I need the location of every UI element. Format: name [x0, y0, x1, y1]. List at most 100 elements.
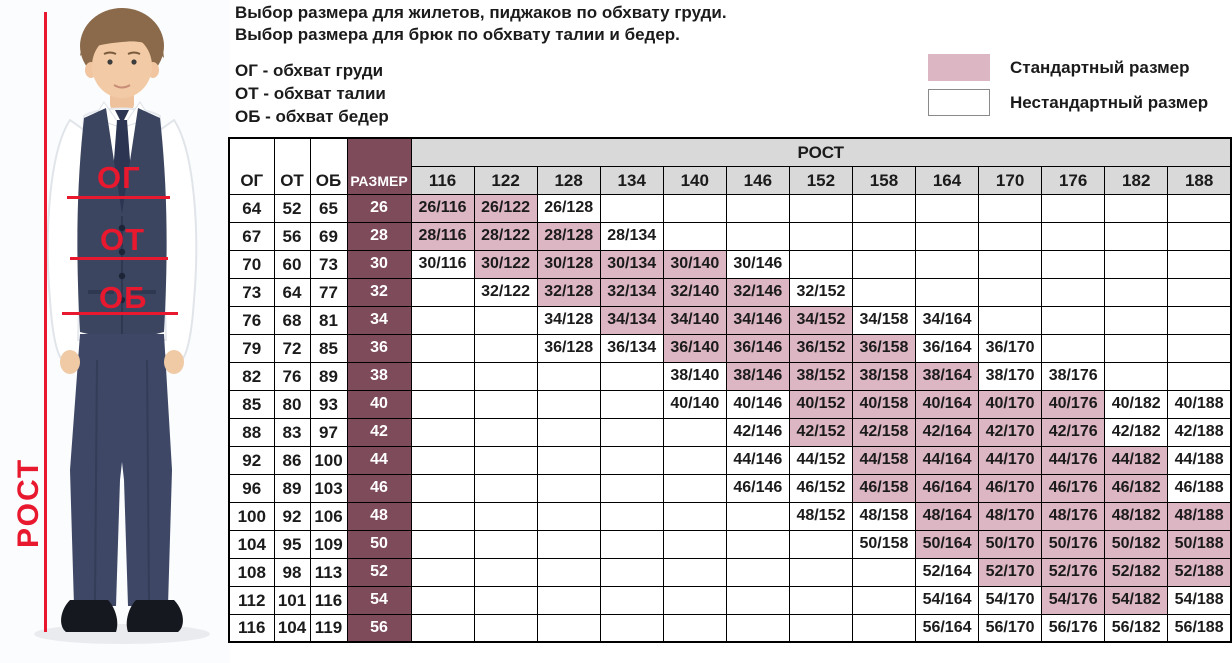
empty-cell: [473, 417, 538, 447]
size-cell: 34: [346, 305, 412, 335]
combo-cell-36-140: 36/140: [662, 333, 727, 363]
empty-cell: [662, 473, 727, 503]
size-cell: 56: [346, 613, 412, 643]
ot-cell: 86: [273, 445, 311, 475]
empty-cell: [410, 585, 475, 615]
combo-cell-44-158: 44/158: [851, 445, 917, 475]
empty-cell: [914, 221, 980, 251]
empty-cell: [599, 361, 664, 391]
combo-cell-42-152: 42/152: [788, 417, 853, 447]
ob-cell: 73: [309, 249, 348, 279]
legend: Стандартный размер Нестандартный размер: [928, 54, 1208, 124]
height-label: РОСТ: [12, 457, 45, 548]
ot-cell: 83: [273, 417, 311, 447]
empty-cell: [662, 585, 727, 615]
empty-cell: [536, 417, 601, 447]
combo-cell-54-170: 54/170: [978, 585, 1043, 615]
og-cell: 64: [228, 193, 275, 223]
combo-cell-36-146: 36/146: [725, 333, 790, 363]
table-row-size-32: 73 64 77 32 32/122 32/128 32/134 32/140 32/146 32…: [228, 277, 1232, 307]
table-row-size-34: 76 68 81 34 34/128 34/134 34/140 34/146 34/152 34…: [228, 305, 1232, 335]
nonstandard-size-swatch: [928, 89, 990, 116]
combo-cell-36-128: 36/128: [536, 333, 601, 363]
boy-pants: [70, 334, 172, 606]
ot-cell: 89: [273, 473, 311, 503]
empty-cell: [536, 473, 601, 503]
nonstandard-size-label: Нестандартный размер: [1010, 92, 1209, 112]
og-cell: 104: [228, 529, 275, 559]
combo-cell-34-146: 34/146: [725, 305, 790, 335]
empty-cell: [978, 249, 1043, 279]
empty-cell: [788, 249, 853, 279]
ob-cell: 93: [309, 389, 348, 419]
empty-cell: [536, 361, 601, 391]
table-row-size-38: 82 76 89 38 38/140 38/146 38/152 38/158 38/164 38…: [228, 361, 1232, 391]
ot-cell: 80: [273, 389, 311, 419]
empty-cell: [851, 193, 917, 223]
combo-cell-26-116: 26/116: [410, 193, 475, 223]
combo-cell-40-170: 40/170: [978, 389, 1043, 419]
combo-cell-36-158: 36/158: [851, 333, 917, 363]
combo-cell-38-146: 38/146: [725, 361, 790, 391]
definition-og: ОГ - обхват груди: [235, 61, 384, 80]
combo-cell-40-182: 40/182: [1104, 389, 1169, 419]
col-header-ot: ОТ: [273, 137, 311, 195]
height-header-140: 140: [662, 165, 727, 195]
empty-cell: [662, 193, 727, 223]
combo-cell-50-176: 50/176: [1041, 529, 1106, 559]
empty-cell: [662, 417, 727, 447]
empty-cell: [788, 613, 853, 643]
combo-cell-50-182: 50/182: [1104, 529, 1169, 559]
combo-cell-44-176: 44/176: [1041, 445, 1106, 475]
ot-cell: 95: [273, 529, 311, 559]
height-header-122: 122: [473, 165, 538, 195]
combo-cell-36-134: 36/134: [599, 333, 664, 363]
boy-vest: [77, 108, 167, 344]
combo-cell-50-164: 50/164: [914, 529, 980, 559]
combo-cell-44-182: 44/182: [1104, 445, 1169, 475]
empty-cell: [851, 221, 917, 251]
empty-cell: [473, 585, 538, 615]
ot-cell: 101: [273, 585, 311, 615]
size-cell: 30: [346, 249, 412, 279]
combo-cell-56-188: 56/188: [1167, 613, 1232, 643]
empty-cell: [1041, 193, 1106, 223]
ot-cell: 72: [273, 333, 311, 363]
waist-label: ОТ: [100, 222, 146, 257]
table-row-size-28: 67 56 69 28 28/116 28/122 28/128 28/134: [228, 221, 1232, 251]
ot-cell: 98: [273, 557, 311, 587]
combo-cell-28-128: 28/128: [536, 221, 601, 251]
empty-cell: [851, 277, 917, 307]
empty-cell: [410, 501, 475, 531]
combo-cell-48-170: 48/170: [978, 501, 1043, 531]
empty-cell: [599, 389, 664, 419]
empty-cell: [410, 305, 475, 335]
empty-cell: [599, 417, 664, 447]
combo-cell-40-188: 40/188: [1167, 389, 1232, 419]
size-cell: 48: [346, 501, 412, 531]
combo-cell-26-128: 26/128: [536, 193, 601, 223]
size-cell: 46: [346, 473, 412, 503]
combo-cell-32-146: 32/146: [725, 277, 790, 307]
combo-cell-52-164: 52/164: [914, 557, 980, 587]
og-cell: 96: [228, 473, 275, 503]
hips-measure-line: [62, 312, 178, 315]
empty-cell: [662, 529, 727, 559]
empty-cell: [725, 501, 790, 531]
combo-cell-30-134: 30/134: [599, 249, 664, 279]
combo-cell-32-134: 32/134: [599, 277, 664, 307]
empty-cell: [662, 445, 727, 475]
empty-cell: [599, 613, 664, 643]
combo-cell-34-164: 34/164: [914, 305, 980, 335]
ob-cell: 69: [309, 221, 348, 251]
size-cell: 26: [346, 193, 412, 223]
combo-cell-36-164: 36/164: [914, 333, 980, 363]
combo-cell-56-176: 56/176: [1041, 613, 1106, 643]
combo-cell-38-164: 38/164: [914, 361, 980, 391]
combo-cell-54-176: 54/176: [1041, 585, 1106, 615]
ob-cell: 109: [309, 529, 348, 559]
combo-cell-50-170: 50/170: [978, 529, 1043, 559]
combo-cell-38-152: 38/152: [788, 361, 853, 391]
og-cell: 70: [228, 249, 275, 279]
ob-cell: 85: [309, 333, 348, 363]
